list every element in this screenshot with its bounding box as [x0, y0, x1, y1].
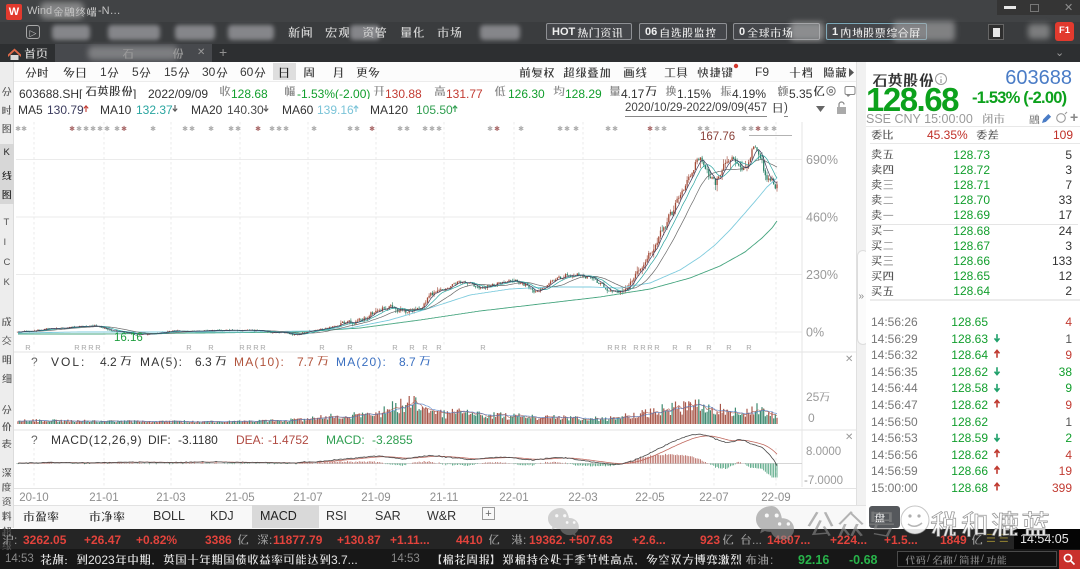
- svg-text:R: R: [621, 343, 627, 352]
- svg-text:R: R: [409, 343, 415, 352]
- svg-text:R: R: [654, 343, 660, 352]
- svg-text:R: R: [25, 343, 31, 352]
- svg-text:✱: ✱: [763, 125, 769, 133]
- svg-text:21-11: 21-11: [430, 492, 459, 504]
- svg-text:R: R: [208, 343, 214, 352]
- svg-text:✱: ✱: [404, 125, 410, 133]
- svg-text:✱: ✱: [422, 125, 428, 133]
- svg-text:8.0000: 8.0000: [806, 446, 841, 458]
- svg-text:✱: ✱: [429, 125, 435, 133]
- svg-text:✱: ✱: [369, 125, 375, 133]
- svg-text:21-09: 21-09: [361, 492, 390, 504]
- svg-text:✱: ✱: [704, 125, 710, 133]
- svg-text:✱: ✱: [494, 125, 500, 133]
- svg-text:✱: ✱: [557, 125, 563, 133]
- svg-text:16.16: 16.16: [114, 332, 143, 344]
- svg-text:✱: ✱: [255, 125, 261, 133]
- svg-text:21-07: 21-07: [293, 492, 322, 504]
- svg-text:✱: ✱: [121, 125, 127, 133]
- svg-text:✱: ✱: [114, 125, 120, 133]
- svg-text:R: R: [95, 343, 101, 352]
- svg-text:✱: ✱: [697, 125, 703, 133]
- svg-text:✱: ✱: [150, 125, 156, 133]
- svg-text:✱: ✱: [755, 125, 761, 133]
- svg-text:R: R: [253, 343, 259, 352]
- svg-text:R: R: [319, 343, 325, 352]
- svg-text:✱: ✱: [189, 125, 195, 133]
- svg-text:25: 25: [806, 390, 820, 404]
- svg-text:✱: ✱: [69, 125, 75, 133]
- svg-text:R: R: [706, 343, 712, 352]
- svg-text:✱: ✱: [269, 125, 275, 133]
- svg-text:✱: ✱: [21, 125, 27, 133]
- svg-text:✱: ✱: [518, 125, 524, 133]
- svg-text:0%: 0%: [806, 326, 824, 340]
- svg-text:21-05: 21-05: [225, 492, 254, 504]
- svg-text:-7.0000: -7.0000: [804, 475, 843, 487]
- svg-text:R: R: [81, 343, 87, 352]
- svg-text:✱: ✱: [612, 125, 618, 133]
- svg-text:R: R: [422, 343, 428, 352]
- svg-text:R: R: [672, 343, 678, 352]
- svg-text:✱: ✱: [347, 125, 353, 133]
- svg-text:✱: ✱: [311, 125, 317, 133]
- svg-text:22-03: 22-03: [568, 492, 597, 504]
- svg-text:230%: 230%: [806, 268, 838, 282]
- svg-text:21-03: 21-03: [156, 492, 185, 504]
- svg-text:✱: ✱: [83, 125, 89, 133]
- svg-text:✱: ✱: [654, 125, 660, 133]
- svg-text:✱: ✱: [741, 125, 747, 133]
- svg-text:✱: ✱: [283, 125, 289, 133]
- svg-text:✱: ✱: [748, 125, 754, 133]
- svg-text:R: R: [726, 343, 732, 352]
- svg-text:167.76: 167.76: [700, 131, 735, 143]
- svg-text:✱: ✱: [354, 125, 360, 133]
- svg-text:22-01: 22-01: [499, 492, 528, 504]
- svg-text:22-09: 22-09: [761, 492, 790, 504]
- svg-text:R: R: [186, 343, 192, 352]
- svg-text:R: R: [633, 343, 639, 352]
- svg-text:460%: 460%: [806, 211, 838, 225]
- svg-text:✱: ✱: [276, 125, 282, 133]
- svg-text:R: R: [246, 343, 252, 352]
- svg-text:✱: ✱: [90, 125, 96, 133]
- svg-text:✱: ✱: [487, 125, 493, 133]
- svg-text:✱: ✱: [235, 125, 241, 133]
- svg-text:R: R: [746, 343, 752, 352]
- svg-text:✱: ✱: [397, 125, 403, 133]
- svg-text:R: R: [480, 343, 486, 352]
- svg-text:R: R: [260, 343, 266, 352]
- svg-text:0: 0: [808, 411, 815, 425]
- svg-text:✱: ✱: [573, 125, 579, 133]
- svg-text:✱: ✱: [647, 125, 653, 133]
- svg-text:R: R: [239, 343, 245, 352]
- svg-text:R: R: [607, 343, 613, 352]
- svg-text:✱: ✱: [605, 125, 611, 133]
- svg-text:✱: ✱: [228, 125, 234, 133]
- svg-text:R: R: [647, 343, 653, 352]
- svg-text:R: R: [88, 343, 94, 352]
- svg-text:R: R: [392, 343, 398, 352]
- svg-text:R: R: [347, 343, 353, 352]
- svg-text:R: R: [436, 343, 442, 352]
- svg-text:✱: ✱: [104, 125, 110, 133]
- svg-text:✱: ✱: [661, 125, 667, 133]
- svg-text:✱: ✱: [208, 125, 214, 133]
- svg-text:✱: ✱: [564, 125, 570, 133]
- svg-text:690%: 690%: [806, 153, 838, 167]
- svg-text:22-07: 22-07: [699, 492, 728, 504]
- svg-text:20-10: 20-10: [19, 492, 48, 504]
- svg-text:R: R: [686, 343, 692, 352]
- svg-text:✱: ✱: [76, 125, 82, 133]
- svg-text:21-01: 21-01: [89, 492, 118, 504]
- svg-text:✱: ✱: [771, 125, 777, 133]
- svg-text:R: R: [614, 343, 620, 352]
- svg-text:✱: ✱: [15, 125, 21, 133]
- svg-text:R: R: [640, 343, 646, 352]
- svg-text:✱: ✱: [436, 125, 442, 133]
- svg-text:✱: ✱: [182, 125, 188, 133]
- svg-text:R: R: [74, 343, 80, 352]
- svg-text:22-05: 22-05: [635, 492, 664, 504]
- svg-text:✱: ✱: [97, 125, 103, 133]
